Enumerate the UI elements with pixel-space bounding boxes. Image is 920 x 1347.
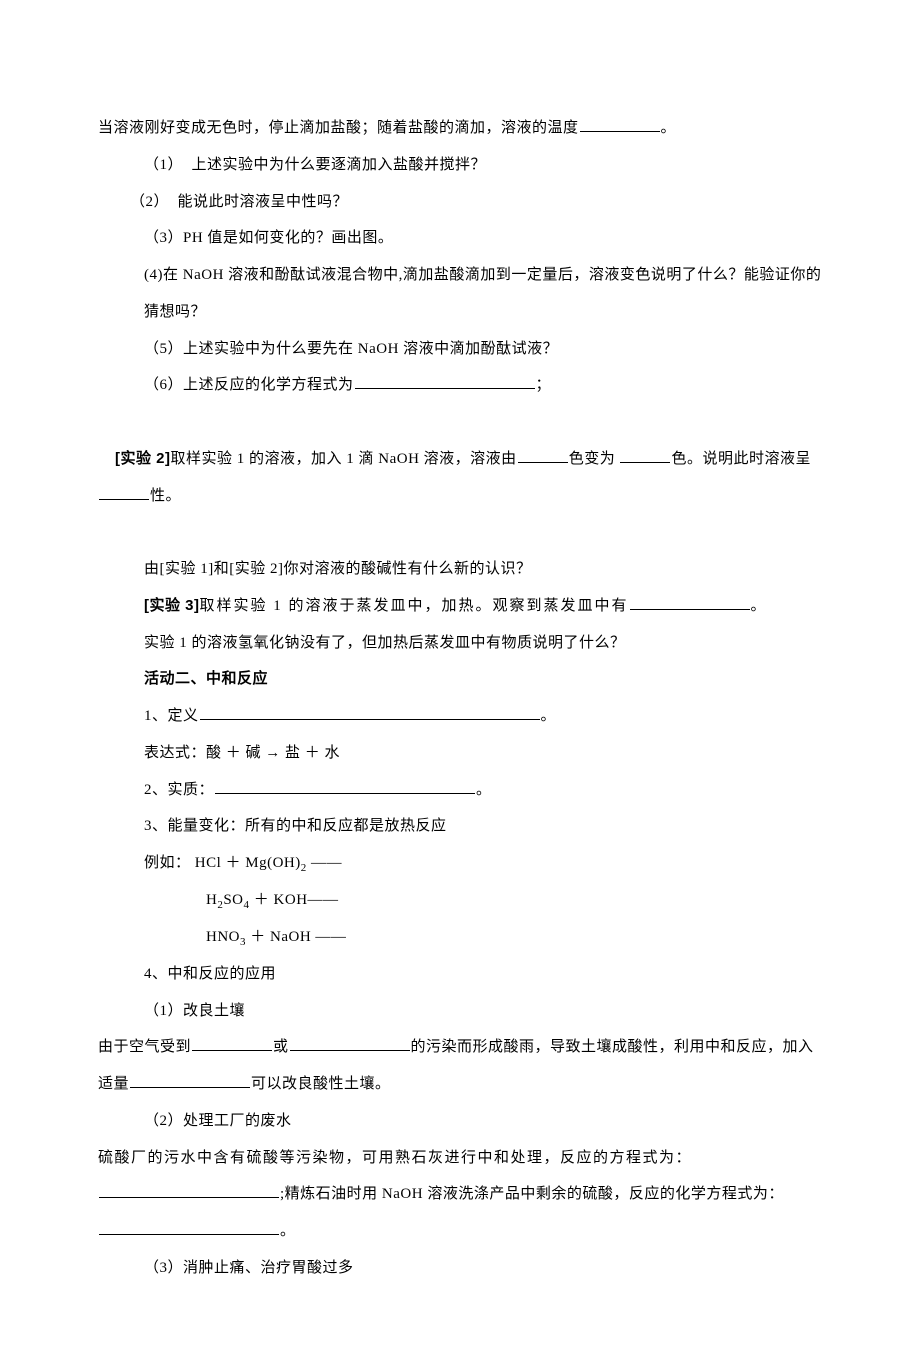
txt: 色变为	[569, 451, 620, 467]
blank	[290, 1035, 410, 1051]
txt: H	[206, 892, 217, 908]
txt: HNO	[206, 929, 240, 945]
blank	[580, 116, 660, 132]
txt: 。	[476, 782, 492, 798]
energy: 3、能量变化：所有的中和反应都是放热反应	[98, 808, 822, 845]
blank	[215, 778, 475, 794]
txt: 当溶液刚好变成无色时，停止滴加盐酸；随着盐酸的滴加，溶液的温度	[98, 120, 579, 136]
txt: （3）消肿止痛、治疗胃酸过多	[144, 1260, 354, 1276]
txt: 色。说明此时溶液呈	[671, 451, 811, 467]
blank	[630, 594, 750, 610]
exp2: [实验 2]取样实验 1 的溶液，加入 1 滴 NaOH 溶液，溶液由 色变为 色…	[52, 404, 822, 551]
app-2-body: 硫酸厂的污水中含有硫酸等污染物，可用熟石灰进行中和处理，反应的方程式为： ;精炼石…	[98, 1140, 822, 1250]
activity-2: 活动二、中和反应	[98, 661, 822, 698]
blank	[518, 447, 568, 463]
txt: 。	[280, 1223, 297, 1239]
example-1: 例如： HCl ＋ Mg(OH)2 ——	[98, 845, 822, 882]
txt: 实验 1 的溶液氢氧化钠没有了，但加热后蒸发皿中有物质说明了什么？	[144, 635, 626, 651]
txt: （3）PH 值是如何变化的？画出图。	[144, 230, 393, 246]
txt: （5）上述实验中为什么要先在 NaOH 溶液中滴加酚酞试液？	[144, 341, 558, 357]
essence: 2、实质： 。	[98, 772, 822, 809]
txt: ＋ KOH——	[250, 892, 339, 908]
q5: （5）上述实验中为什么要先在 NaOH 溶液中滴加酚酞试液？	[98, 331, 822, 368]
txt: 可以改良酸性土壤。	[251, 1076, 391, 1092]
txt: SO	[223, 892, 243, 908]
txt: (4)在 NaOH 溶液和酚酞试液混合物中,滴加盐酸滴加到一定量后，溶液变色说明…	[98, 257, 822, 331]
blank	[130, 1072, 250, 1088]
txt: （2）处理工厂的废水	[144, 1113, 292, 1129]
txt: ；	[536, 377, 552, 393]
blank	[99, 1219, 279, 1235]
example-2: H2SO4 ＋ KOH——	[98, 882, 822, 919]
txt: 硫酸厂的污水中含有硫酸等污染物，可用熟石灰进行中和处理，反应的方程式为：	[98, 1150, 692, 1166]
act2-label: 活动二、中和反应	[144, 670, 268, 687]
txt: 性。	[150, 488, 181, 504]
txt: 。	[751, 598, 767, 614]
definition: 1、定义 。	[98, 698, 822, 735]
exp2-label: [实验 2]	[115, 450, 171, 467]
q1: （1） 上述实验中为什么要逐滴加入盐酸并搅拌？	[98, 147, 822, 184]
example-3: HNO3 ＋ NaOH ——	[98, 919, 822, 956]
app-3: （3）消肿止痛、治疗胃酸过多	[98, 1250, 822, 1287]
q6: （6）上述反应的化学方程式为 ；	[98, 367, 822, 404]
txt: ;精炼石油时用 NaOH 溶液洗涤产品中剩余的硫酸，反应的化学方程式为：	[280, 1186, 784, 1202]
txt: ——	[307, 855, 342, 871]
app-1-body: 由于空气受到或的污染而形成酸雨，导致土壤成酸性，利用中和反应，加入适量可以改良酸…	[98, 1029, 822, 1103]
exp3-label: [实验 3]	[144, 597, 200, 614]
txt: 3、能量变化：所有的中和反应都是放热反应	[144, 818, 447, 834]
blank	[200, 704, 540, 720]
para-intro: 当溶液刚好变成无色时，停止滴加盐酸；随着盐酸的滴加，溶液的温度 。	[98, 110, 822, 147]
blank	[99, 484, 149, 500]
txt: 由于空气受到	[98, 1039, 191, 1055]
txt: 1、定义	[144, 708, 199, 724]
txt: （1）改良土壤	[144, 1003, 245, 1019]
app-2: （2）处理工厂的废水	[98, 1103, 822, 1140]
blank	[355, 373, 535, 389]
q4: (4)在 NaOH 溶液和酚酞试液混合物中,滴加盐酸滴加到一定量后，溶液变色说明…	[98, 257, 822, 331]
txt: 表达式：酸 ＋ 碱 → 盐 ＋ 水	[144, 745, 340, 761]
txt: 例如： HCl ＋ Mg(OH)	[144, 855, 301, 871]
txt: 。	[541, 708, 557, 724]
expression: 表达式：酸 ＋ 碱 → 盐 ＋ 水	[98, 735, 822, 772]
blank	[192, 1035, 272, 1051]
application: 4、中和反应的应用	[98, 956, 822, 993]
exp3-q: 实验 1 的溶液氢氧化钠没有了，但加热后蒸发皿中有物质说明了什么？	[98, 625, 822, 662]
txt: 。	[661, 120, 677, 136]
txt: （6）上述反应的化学方程式为	[144, 377, 354, 393]
txt: （1） 上述实验中为什么要逐滴加入盐酸并搅拌？	[144, 157, 486, 173]
blank	[620, 447, 670, 463]
txt: 或	[273, 1039, 289, 1055]
txt: ＋ NaOH ——	[246, 929, 346, 945]
q3: （3）PH 值是如何变化的？画出图。	[98, 220, 822, 257]
txt: 由[实验 1]和[实验 2]你对溶液的酸碱性有什么新的认识？	[144, 561, 531, 577]
exp-q: 由[实验 1]和[实验 2]你对溶液的酸碱性有什么新的认识？	[98, 551, 822, 588]
blank	[99, 1182, 279, 1198]
txt: （2） 能说此时溶液呈中性吗？	[130, 194, 348, 210]
txt: 取样实验 1 的溶液，加入 1 滴 NaOH 溶液，溶液由	[171, 451, 517, 467]
app-1: （1）改良土壤	[98, 993, 822, 1030]
exp3: [实验 3]取样实验 1 的溶液于蒸发皿中，加热。观察到蒸发皿中有 。	[98, 588, 822, 625]
q2: （2） 能说此时溶液呈中性吗？	[98, 184, 822, 221]
txt: 取样实验 1 的溶液于蒸发皿中，加热。观察到蒸发皿中有	[200, 598, 629, 614]
txt: 2、实质：	[144, 782, 214, 798]
txt: 4、中和反应的应用	[144, 966, 276, 982]
